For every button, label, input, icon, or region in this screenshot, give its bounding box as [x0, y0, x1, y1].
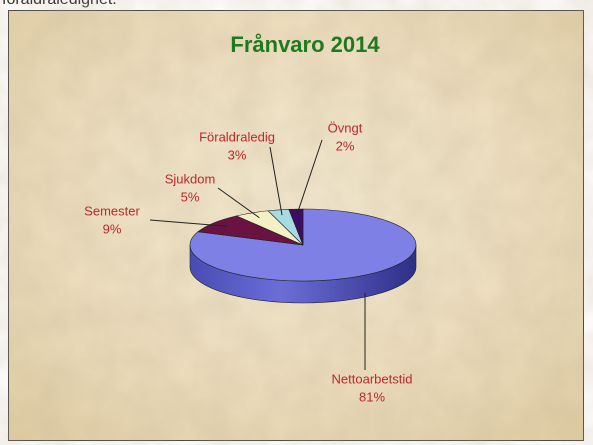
chart-title: Frånvaro 2014 — [230, 32, 380, 57]
pie-slice — [288, 208, 304, 246]
slice-label: Sjukdom — [165, 171, 216, 186]
leader-line — [269, 146, 283, 216]
slice-value-label: 81% — [359, 389, 385, 404]
leader-line — [296, 139, 323, 215]
slice-value-label: 5% — [181, 189, 200, 204]
cut-off-text: föräldraledighet. — [2, 0, 117, 9]
slice-value-label: 2% — [336, 138, 355, 153]
slice-value-label: 3% — [228, 147, 247, 162]
slice-label: Semester — [84, 203, 140, 218]
slice-value-label: 9% — [103, 221, 122, 236]
leader-line — [217, 187, 260, 219]
slice-label: Föraldraledig — [199, 129, 275, 144]
slice-label: Nettoarbetstid — [332, 371, 413, 386]
slice-label: Övngt — [328, 120, 363, 135]
leader-line — [149, 219, 228, 227]
